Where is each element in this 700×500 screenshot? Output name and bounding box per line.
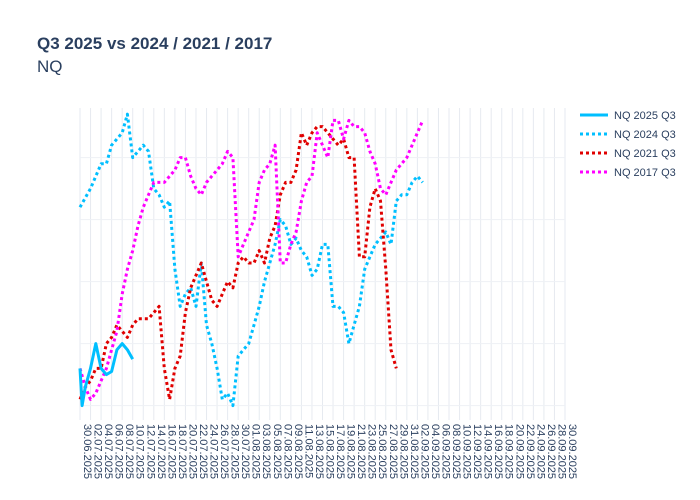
x-tick-label: 24.09.2025 [534, 424, 546, 479]
x-tick-label: 02.09.2025 [418, 424, 430, 479]
x-tick-label: 03.08.2025 [260, 424, 272, 479]
x-tick-label: 18.09.2025 [503, 424, 515, 479]
x-tick-label: 07.08.2025 [281, 424, 293, 479]
x-tick-label: 13.08.2025 [313, 424, 325, 479]
grid-lines [79, 108, 566, 420]
x-tick-label: 30.07.2025 [239, 424, 251, 479]
series-layer [78, 112, 425, 408]
x-tick-label: 28.07.2025 [229, 424, 241, 479]
x-tick-label: 20.09.2025 [513, 424, 525, 479]
x-tick-label: 16.07.2025 [165, 424, 177, 479]
x-tick-label: 19.08.2025 [345, 424, 357, 479]
series-line-3 [78, 125, 398, 401]
x-tick-label: 20.07.2025 [186, 424, 198, 479]
chart-subtitle: NQ [37, 57, 63, 76]
x-tick-label: 25.08.2025 [376, 424, 388, 479]
x-tick-label: 05.08.2025 [271, 424, 283, 479]
x-tick-label: 06.09.2025 [439, 424, 451, 479]
x-tick-label: 18.07.2025 [176, 424, 188, 479]
legend-label[interactable]: NQ 2024 Q3 [614, 129, 676, 141]
legend-label[interactable]: NQ 2017 Q3 [614, 167, 676, 179]
x-tick-label: 08.07.2025 [123, 424, 135, 479]
x-tick-label: 04.07.2025 [102, 424, 114, 479]
legend: NQ 2025 Q3 NQ 2024 Q3 NQ 2021 Q3 NQ 2017 Q3 [580, 110, 676, 179]
x-tick-label: 21.08.2025 [355, 424, 367, 479]
x-tick-label: 12.09.2025 [471, 424, 483, 479]
x-tick-label: 02.07.2025 [92, 424, 104, 479]
x-tick-label: 10.07.2025 [134, 424, 146, 479]
x-tick-label: 17.08.2025 [334, 424, 346, 479]
x-axis-ticks: 30.06.202502.07.202504.07.202506.07.2025… [81, 424, 578, 479]
x-tick-label: 23.08.2025 [366, 424, 378, 479]
x-tick-label: 27.08.2025 [387, 424, 399, 479]
x-tick-label: 26.09.2025 [545, 424, 557, 479]
x-tick-label: 14.07.2025 [155, 424, 167, 479]
x-tick-label: 26.07.2025 [218, 424, 230, 479]
x-tick-label: 28.09.2025 [555, 424, 567, 479]
x-tick-label: 15.08.2025 [324, 424, 336, 479]
x-tick-label: 30.06.2025 [81, 424, 93, 479]
x-tick-label: 04.09.2025 [429, 424, 441, 479]
x-tick-label: 16.09.2025 [492, 424, 504, 479]
x-tick-label: 29.08.2025 [397, 424, 409, 479]
x-tick-label: 12.07.2025 [144, 424, 156, 479]
x-tick-label: 22.09.2025 [524, 424, 536, 479]
x-tick-label: 10.09.2025 [461, 424, 473, 479]
x-tick-label: 22.07.2025 [197, 424, 209, 479]
x-tick-label: 11.08.2025 [302, 424, 314, 478]
x-tick-label: 31.08.2025 [408, 424, 420, 479]
x-tick-label: 06.07.2025 [113, 424, 125, 479]
series-line-4 [78, 118, 425, 401]
legend-label[interactable]: NQ 2021 Q3 [614, 148, 676, 160]
x-tick-label: 08.09.2025 [450, 424, 462, 479]
x-tick-label: 30.09.2025 [566, 424, 578, 479]
chart-title: Q3 2025 vs 2024 / 2021 / 2017 [37, 34, 273, 53]
series-line-2 [78, 112, 424, 408]
x-tick-label: 09.08.2025 [292, 424, 304, 479]
x-tick-label: 24.07.2025 [208, 424, 220, 479]
series-line-1 [78, 342, 135, 408]
x-tick-label: 01.08.2025 [250, 424, 262, 479]
x-tick-label: 14.09.2025 [482, 424, 494, 479]
legend-label[interactable]: NQ 2025 Q3 [614, 110, 676, 122]
